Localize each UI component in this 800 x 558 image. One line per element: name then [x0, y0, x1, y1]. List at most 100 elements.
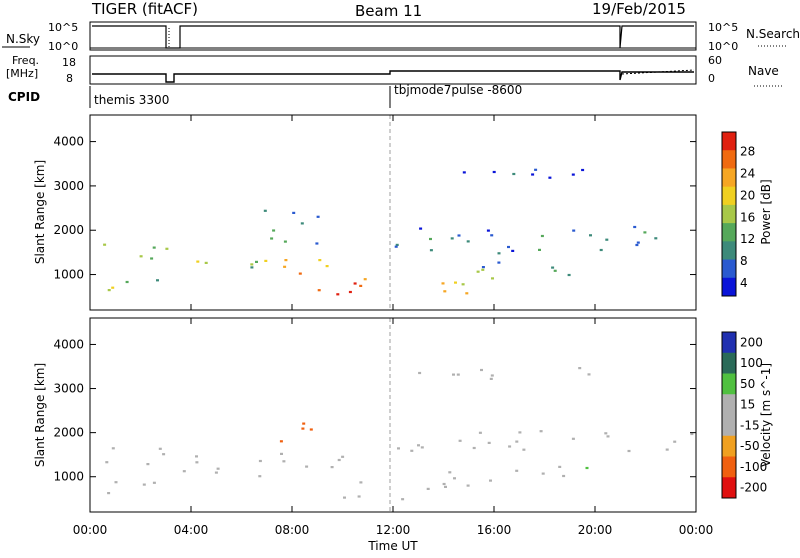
colorbar-swatch [722, 204, 736, 224]
power-heatmap [103, 168, 658, 296]
heatmap-cell [298, 272, 302, 275]
heatmap-cell [633, 225, 637, 229]
heatmap-cell [357, 495, 361, 498]
colorbar-tick-label: 50 [740, 377, 755, 391]
x-tick-label: 00:00 [73, 523, 108, 537]
heatmap-cell [541, 472, 545, 475]
velocity-y-axis-label: Slant Range [km] [33, 363, 47, 467]
colorbar-tick-label: 16 [740, 210, 755, 224]
heatmap-cell [635, 243, 639, 247]
heatmap-cell [585, 466, 589, 470]
heatmap-cell [481, 266, 485, 269]
heatmap-cell [348, 290, 352, 294]
power-plot-frame [89, 114, 697, 311]
heatmap-cell [487, 441, 491, 444]
heatmap-cell [587, 373, 591, 376]
date-label: 19/Feb/2015 [592, 0, 686, 18]
heatmap-cell [315, 242, 319, 245]
heatmap-cell [511, 249, 515, 252]
heatmap-cell [341, 455, 345, 458]
heatmap-cell [458, 439, 462, 442]
heatmap-cell [337, 458, 341, 462]
heatmap-cell [448, 471, 452, 474]
heatmap-cell [107, 289, 111, 292]
heatmap-cell [480, 368, 483, 372]
heatmap-cell [258, 459, 262, 463]
x-tick-label: 16:00 [477, 523, 512, 537]
heatmap-cell [492, 170, 496, 174]
heatmap-cell [280, 452, 283, 455]
x-tick-label: 00:00 [679, 523, 714, 537]
heatmap-cell [105, 461, 109, 464]
heatmap-cell [317, 289, 321, 292]
colorbar-swatch [722, 168, 736, 188]
heatmap-cell [539, 430, 543, 433]
heatmap-cell [325, 265, 329, 268]
heatmap-cell [548, 176, 552, 179]
heatmap-cell [466, 240, 470, 243]
y-tick-label: 4000 [53, 337, 84, 351]
heatmap-cell [441, 282, 445, 285]
cpid-segment-1: themis 3300 [94, 93, 169, 107]
heatmap-cell [643, 231, 647, 234]
heatmap-cell [522, 448, 526, 451]
heatmap-cell [195, 455, 198, 458]
heatmap-cell [538, 248, 541, 251]
heatmap-cell [456, 373, 460, 376]
heatmap-cell [572, 229, 576, 232]
power-y-axis-label: Slant Range [km] [33, 160, 47, 264]
heatmap-cell [214, 471, 218, 474]
heatmap-cell [162, 453, 166, 456]
x-tick-label: 20:00 [578, 523, 613, 537]
heatmap-cell [292, 211, 296, 214]
cpid-segment-2: tbjmode7pulse -8600 [394, 83, 522, 97]
heatmap-cell [443, 290, 447, 293]
plot-title: TIGER (fitACF) [91, 0, 198, 18]
heatmap-cell [534, 168, 538, 171]
heatmap-cell [111, 286, 115, 289]
heatmap-cell [462, 171, 466, 174]
heatmap-cell [665, 448, 669, 451]
heatmap-cell [457, 234, 461, 237]
y-tick-label: 2000 [53, 426, 84, 440]
colorbar-swatch [722, 186, 736, 206]
heatmap-cell [401, 498, 405, 501]
nsky-label: N.Sky [6, 32, 40, 46]
heatmap-cell [452, 373, 455, 376]
colorbar-tick-label: 8 [740, 254, 748, 268]
colorbar-swatch [722, 277, 736, 297]
heatmap-cell [111, 447, 115, 450]
heatmap-cell [279, 440, 283, 443]
heatmap-cell [282, 460, 286, 463]
nsky-strip: N.Sky 10^5 10^0 10^5 10^0 N.Search [2, 21, 800, 53]
heatmap-cell [507, 245, 510, 249]
colorbar-tick-label: -100 [740, 460, 767, 474]
heatmap-cell [318, 259, 322, 262]
time-x-axis: 00:00 04:00 08:00 12:00 16:00 20:00 00:00 [73, 115, 714, 537]
heatmap-cell [394, 245, 398, 248]
heatmap-cell [255, 260, 258, 263]
heatmap-cell [497, 252, 501, 255]
heatmap-cell [125, 280, 129, 284]
heatmap-cell [309, 428, 313, 431]
y-tick-label: 1000 [53, 268, 84, 282]
freq-tick-top: 18 [62, 56, 76, 69]
nsky-tick-top: 10^5 [48, 21, 78, 34]
heatmap-cell [195, 461, 199, 464]
colorbar-tick-label: 20 [740, 188, 755, 202]
heatmap-cell [486, 229, 490, 232]
colorbar-swatch [722, 150, 736, 169]
heatmap-cell [472, 446, 476, 450]
heatmap-cell [627, 449, 631, 453]
heatmap-cell [156, 279, 159, 282]
y-tick-label: 1000 [53, 470, 84, 484]
heatmap-cell [363, 278, 367, 281]
cpid-label: CPID [8, 90, 40, 104]
heatmap-cell [461, 283, 465, 286]
heatmap-cell [553, 269, 557, 272]
heatmap-cell [453, 477, 456, 480]
velocity-y-axis: 1000 2000 3000 4000 [53, 337, 696, 484]
heatmap-cell [551, 266, 555, 269]
heatmap-cell [418, 371, 422, 375]
